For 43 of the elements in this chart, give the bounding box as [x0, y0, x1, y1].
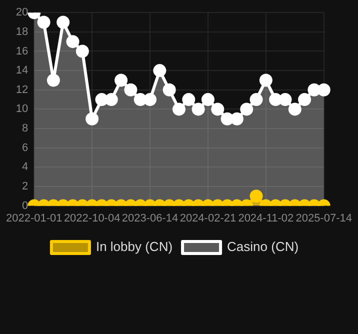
- y-tick-label: 4: [22, 161, 28, 174]
- point: [124, 83, 138, 96]
- legend-label: Casino (CN): [227, 239, 299, 254]
- point: [86, 112, 99, 126]
- x-tick-label: 2024-02-21: [180, 212, 236, 224]
- y-tick-label: 2: [22, 180, 28, 193]
- point: [201, 93, 214, 106]
- y-tick-label: 6: [22, 142, 28, 154]
- y-tick-label: 0: [22, 200, 28, 212]
- point: [298, 93, 312, 106]
- y-tick-label: 16: [16, 45, 28, 58]
- y-tick-label: 12: [16, 84, 28, 96]
- x-tick-label: 2022-10-04: [64, 212, 120, 224]
- y-tick-label: 8: [22, 122, 28, 135]
- y-tick-label: 14: [16, 64, 28, 77]
- point: [288, 102, 302, 116]
- point: [317, 83, 330, 96]
- x-tick-label: 2023-06-14: [122, 212, 178, 224]
- legend-label: In lobby (CN): [96, 239, 173, 254]
- y-tick-label: 20: [16, 6, 28, 19]
- point: [153, 64, 166, 78]
- point: [114, 74, 128, 87]
- point: [240, 102, 254, 116]
- point: [230, 112, 244, 126]
- point: [278, 93, 292, 106]
- x-tick-label: 2024-11-02: [238, 212, 294, 224]
- point: [269, 93, 282, 106]
- x-tick-label: 2025-07-14: [296, 212, 352, 224]
- point: [162, 83, 176, 96]
- point: [172, 102, 186, 116]
- point: [259, 74, 272, 87]
- x-tick-label: 2022-01-01: [6, 212, 62, 224]
- point: [182, 93, 196, 106]
- y-tick-label: 18: [16, 26, 28, 38]
- point: [220, 112, 234, 126]
- point: [308, 83, 321, 96]
- point: [250, 93, 263, 106]
- point: [46, 74, 60, 87]
- point: [144, 93, 157, 106]
- y-tick-label: 10: [16, 103, 28, 116]
- point: [192, 102, 205, 116]
- point: [211, 102, 224, 116]
- point: [104, 93, 118, 106]
